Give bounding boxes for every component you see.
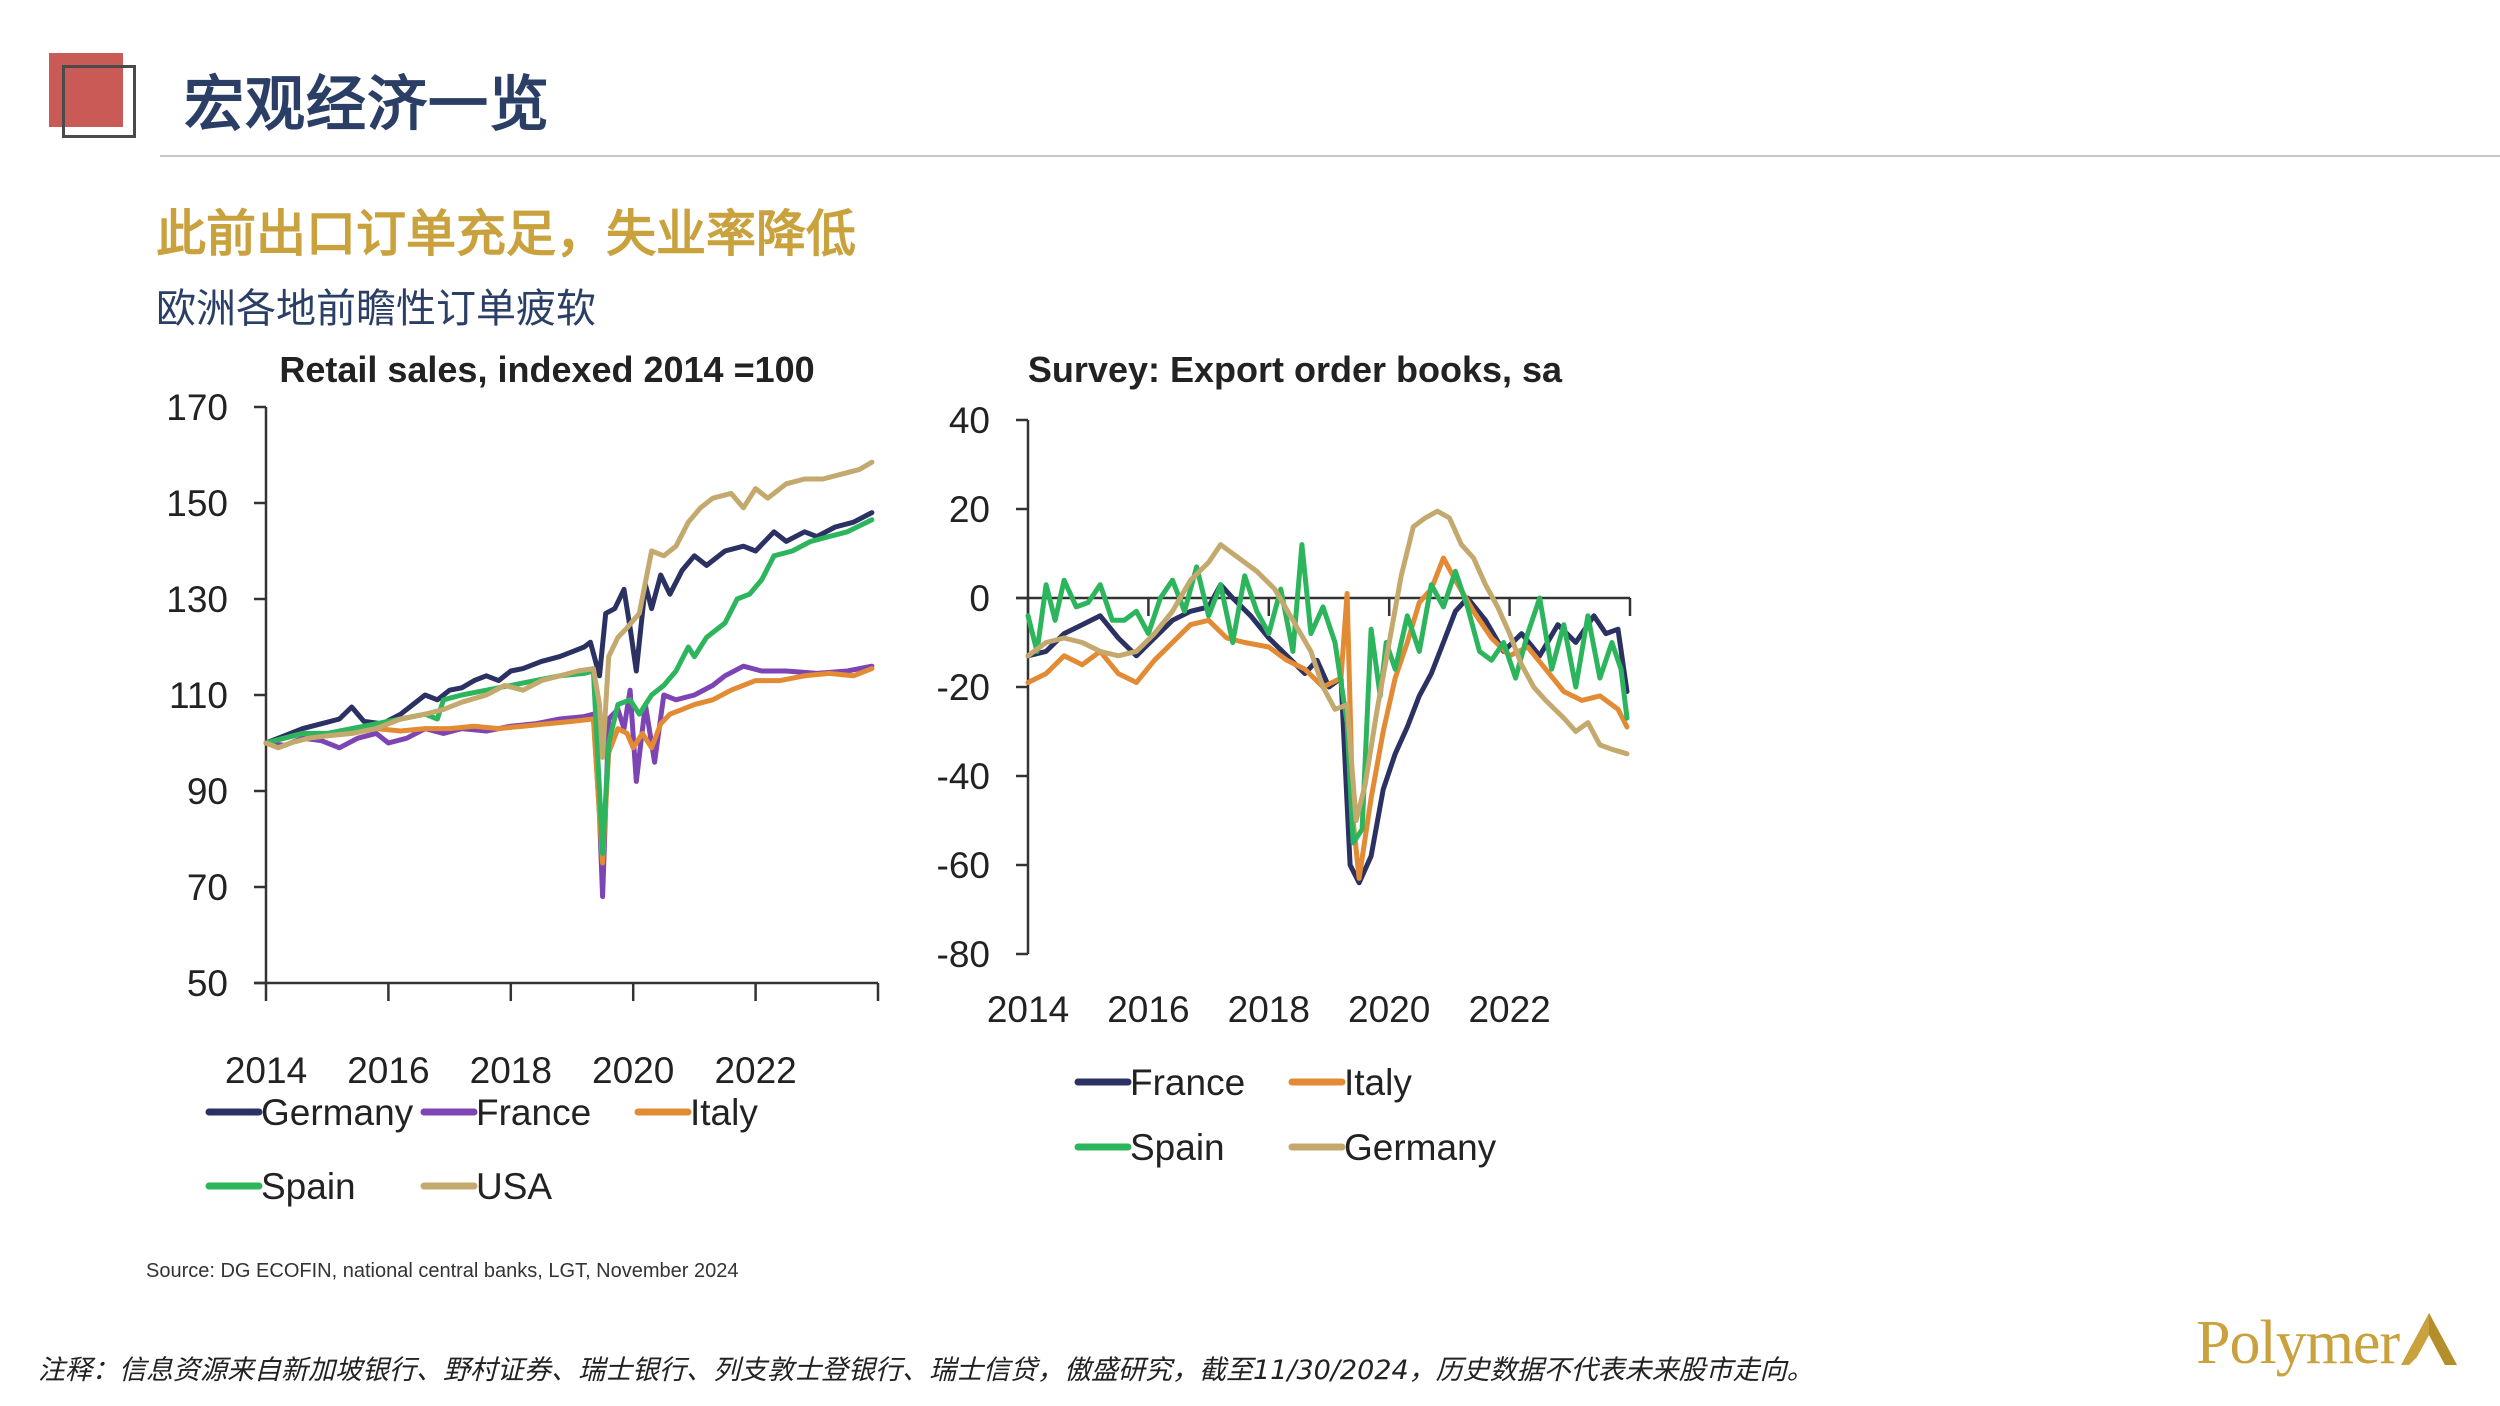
legend-label: Italy xyxy=(1344,1062,1412,1103)
y-tick-label: 20 xyxy=(949,489,990,530)
series-line-germany xyxy=(1025,508,1630,823)
y-tick-label: 170 xyxy=(166,387,228,428)
y-tick-label: -80 xyxy=(937,934,990,975)
legend-item-france: France xyxy=(1074,1062,1245,1103)
chart-title: Retail sales, indexed 2014 =100 xyxy=(279,349,814,390)
legend-item-spain: Spain xyxy=(205,1166,356,1207)
chart-retail-sales: Retail sales, indexed 2014 =100 170 150 13… xyxy=(166,349,880,1207)
series-line-spain xyxy=(263,517,875,856)
y-tick-label: 150 xyxy=(166,483,228,524)
x-tick-label: 2020 xyxy=(1348,989,1430,1030)
x-tick-label: 2014 xyxy=(225,1050,307,1091)
source-note: Source: DG ECOFIN, national central bank… xyxy=(146,1260,739,1282)
legend-item-italy: Italy xyxy=(1288,1062,1412,1103)
header-divider xyxy=(160,155,2500,157)
legend-item-usa: USA xyxy=(420,1166,552,1207)
legend-label: France xyxy=(1130,1062,1245,1103)
series-line-italy xyxy=(263,666,875,866)
footnote: 注释：信息资源来自新加坡银行、野村证券、瑞士银行、列支敦士登银行、瑞士信贷，傲盛… xyxy=(38,1355,1814,1386)
legend-item-italy: Italy xyxy=(634,1092,758,1133)
chart-export-order-books: Survey: Export order books, sa 40 20 0 -20 -… xyxy=(937,349,1632,1168)
x-tick-label: 2018 xyxy=(1228,989,1310,1030)
x-tick-label: 2022 xyxy=(714,1050,796,1091)
legend: Germany France Italy Spain USA xyxy=(205,1092,758,1207)
legend-label: Spain xyxy=(1130,1127,1225,1168)
y-tick-label: 90 xyxy=(187,771,228,812)
x-tick-label: 2016 xyxy=(347,1050,429,1091)
series-lines xyxy=(1025,508,1630,886)
legend-label: Spain xyxy=(261,1166,356,1207)
y-tick-label: 0 xyxy=(969,578,990,619)
legend-label: Germany xyxy=(261,1092,414,1133)
page-title: 宏观经济一览 xyxy=(184,70,550,140)
y-tick-label: 130 xyxy=(166,579,228,620)
y-tick-label: 50 xyxy=(187,963,228,1004)
logo-a-mark-icon xyxy=(2401,1313,2458,1369)
polymer-logo: Polymer xyxy=(2196,1308,2458,1378)
headline: 此前出口订单充足，失业率降低 xyxy=(156,205,856,263)
x-tick-label: 2016 xyxy=(1107,989,1189,1030)
axes: 40 20 0 -20 -40 -60 -80 2014 2016 2018 2020 2022 xyxy=(937,400,1632,1030)
legend-label: Germany xyxy=(1344,1127,1497,1168)
subheadline: 欧洲各地前瞻性订单疲软 xyxy=(156,286,596,332)
header-outline-square xyxy=(62,65,136,138)
y-tick-label: 110 xyxy=(169,675,228,716)
legend-item-germany: Germany xyxy=(205,1092,414,1133)
series-line-france xyxy=(1025,582,1630,886)
y-tick-label: 70 xyxy=(187,867,228,908)
legend-label: Italy xyxy=(690,1092,758,1133)
legend-label: France xyxy=(476,1092,591,1133)
series-line-germany xyxy=(263,510,875,746)
y-tick-label: -20 xyxy=(937,667,990,708)
axes: 170 150 130 110 90 70 50 2014 2016 2018 2020 2022 xyxy=(166,387,880,1091)
y-tick-label: -40 xyxy=(937,756,990,797)
legend-item-spain: Spain xyxy=(1074,1127,1225,1168)
legend-label: USA xyxy=(476,1166,552,1207)
x-tick-label: 2020 xyxy=(592,1050,674,1091)
legend-item-germany: Germany xyxy=(1288,1127,1497,1168)
y-tick-label: -60 xyxy=(937,845,990,886)
chart-title: Survey: Export order books, sa xyxy=(1028,349,1563,390)
logo-text: Polymer xyxy=(2196,1309,2400,1377)
x-tick-label: 2014 xyxy=(987,989,1069,1030)
series-line-spain xyxy=(1025,542,1630,846)
x-tick-label: 2022 xyxy=(1468,989,1550,1030)
y-tick-label: 40 xyxy=(949,400,990,441)
series-line-france xyxy=(263,663,875,900)
legend: France Italy Spain Germany xyxy=(1074,1062,1497,1168)
x-tick-label: 2018 xyxy=(470,1050,552,1091)
series-line-usa xyxy=(263,459,875,760)
legend-item-france: France xyxy=(420,1092,591,1133)
series-lines xyxy=(263,459,875,900)
